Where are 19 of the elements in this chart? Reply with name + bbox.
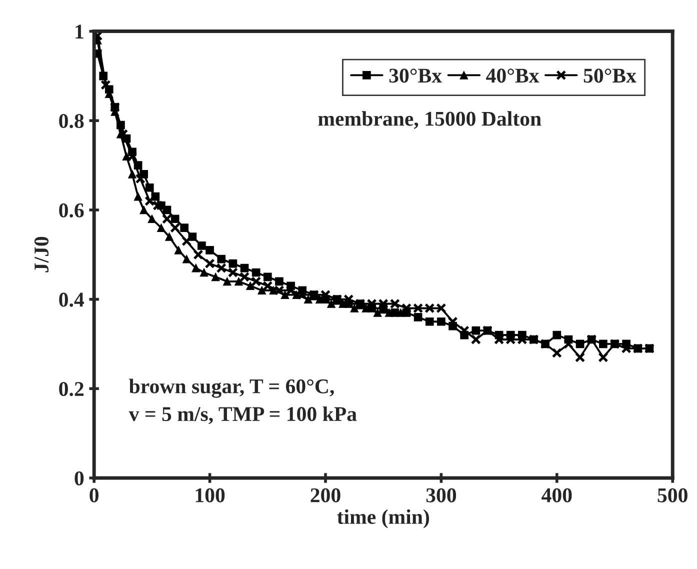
legend-label: 50°Bx	[584, 68, 636, 83]
y-tick-label: 0.2	[59, 382, 84, 396]
y-tick-label: 0	[74, 471, 84, 486]
x-tick-label: 0	[90, 488, 99, 502]
x-tick-label: 200	[310, 488, 340, 502]
y-axis-title: J/J0	[34, 236, 49, 272]
x-tick-label: 500	[658, 488, 688, 502]
y-tick-label: 0.4	[59, 292, 84, 307]
annotation: brown sugar, T = 60°C, v = 5 m/s, TMP = 100 kPa	[128, 378, 357, 424]
legend-label: 30°Bx	[389, 68, 442, 83]
y-tick-label: 1	[76, 24, 84, 39]
x-tick-label: 400	[542, 488, 572, 502]
annotation: membrane, 15000 Dalton	[318, 111, 542, 129]
x-tick-label: 300	[426, 488, 456, 502]
y-tick-label: 0.8	[59, 114, 84, 128]
x-tick-label: 100	[196, 488, 225, 502]
x-axis-title: time (min)	[337, 509, 430, 528]
legend-label: 40°Bx	[486, 68, 540, 83]
y-tick-label: 0.6	[59, 203, 84, 218]
